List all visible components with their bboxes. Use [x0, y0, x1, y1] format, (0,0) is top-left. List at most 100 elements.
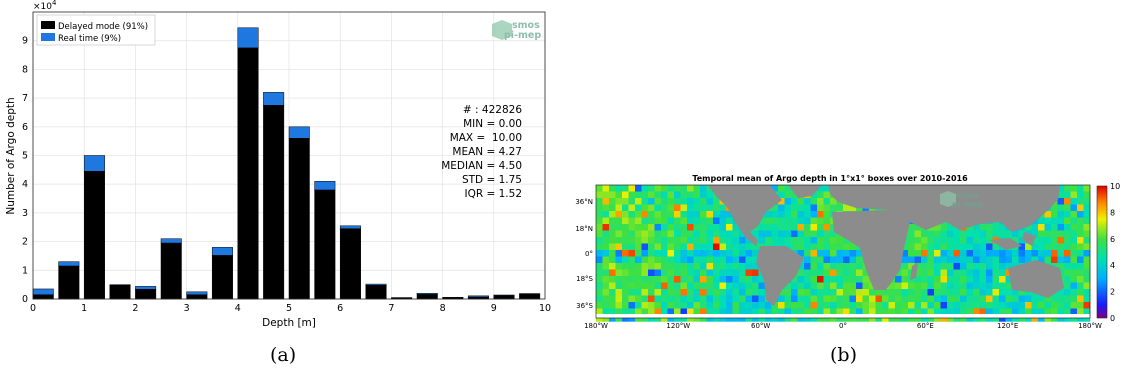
heatmap-cell: [661, 276, 668, 283]
heatmap-cell: [791, 276, 798, 283]
heatmap-cell: [765, 315, 772, 322]
heatmap-cell: [609, 302, 616, 309]
heatmap-cell: [823, 256, 831, 264]
heatmap-cell: [680, 269, 688, 277]
heatmap-cell: [1070, 217, 1078, 225]
heatmap-cell: [674, 302, 681, 309]
heatmap-cell: [1064, 224, 1071, 231]
heatmap-cell: [628, 250, 636, 257]
heatmap-cell: [908, 282, 915, 290]
heatmap-cell: [830, 204, 837, 212]
heatmap-cell: [758, 230, 766, 238]
heatmap-cell: [615, 282, 623, 290]
heatmap-cell: [791, 204, 798, 212]
heatmap-cell: [979, 224, 987, 231]
heatmap-cell: [973, 269, 980, 277]
heatmap-cell: [908, 308, 915, 316]
heatmap-cell: [713, 289, 720, 296]
heatmap-cell: [641, 276, 649, 283]
heatmap-cell: [713, 269, 720, 277]
y-tick-label: 9: [22, 36, 28, 47]
heatmap-cell: [622, 263, 629, 270]
heatmap-cell: [862, 315, 870, 322]
heatmap-cell: [940, 263, 948, 270]
heatmap-cell: [1070, 295, 1078, 303]
heatmap-cell: [784, 211, 792, 218]
heatmap-cell: [700, 315, 707, 322]
heatmap-cell: [1070, 224, 1078, 231]
heatmap-cell: [992, 282, 1000, 290]
heatmap-cell: [680, 198, 688, 205]
heatmap-cell: [843, 237, 850, 244]
bar-delayed: [314, 189, 336, 300]
heatmap-cell: [778, 185, 785, 192]
heatmap-cell: [680, 289, 688, 296]
heatmap-cell: [1057, 230, 1065, 238]
heatmap-cell: [732, 308, 740, 316]
heatmap-cell: [1064, 217, 1071, 225]
heatmap-cell: [1025, 243, 1032, 251]
heatmap-cell: [706, 295, 714, 303]
heatmap-cell: [908, 302, 915, 309]
heatmap-cell: [726, 230, 733, 238]
heatmap-cell: [635, 211, 642, 218]
heatmap-cell: [966, 276, 974, 283]
heatmap-cell: [804, 198, 811, 205]
heatmap-cell: [641, 230, 649, 238]
heatmap-cell: [940, 256, 948, 264]
heatmap-cell: [687, 243, 694, 251]
heatmap-cell: [1057, 198, 1065, 205]
heatmap-cell: [1077, 243, 1084, 251]
heatmap-cell: [953, 289, 961, 296]
heatmap-cell: [901, 256, 909, 264]
heatmap-cell: [914, 276, 922, 283]
heatmap-cell: [986, 289, 993, 296]
heatmap-cell: [726, 263, 733, 270]
heatmap-cell: [927, 282, 935, 290]
heatmap-cell: [700, 237, 707, 244]
heatmap-cell: [706, 308, 714, 316]
heatmap-cell: [830, 256, 837, 264]
heatmap-cell: [641, 217, 649, 225]
heatmap-cell: [849, 269, 857, 277]
heatmap-cell: [732, 315, 740, 322]
heatmap-cell: [791, 211, 798, 218]
heatmap-cell: [810, 198, 818, 205]
heatmap-cell: [661, 191, 668, 199]
smos-pi-mep-logo: smos pi-mep: [492, 20, 541, 41]
heatmap-cell: [628, 282, 636, 290]
heatmap-cell: [804, 269, 811, 277]
heatmap-cell: [726, 217, 733, 225]
heatmap-cell: [693, 243, 701, 251]
heatmap-cell: [966, 250, 974, 257]
heatmap-cell: [1018, 289, 1026, 296]
x-tick-label: 4: [235, 303, 241, 314]
heatmap-cell: [1038, 237, 1045, 244]
heatmap-cell: [674, 243, 681, 251]
heatmap-cell: [973, 250, 980, 257]
heatmap-cell: [830, 198, 837, 205]
land-mask: [596, 185, 1090, 318]
heatmap-cell: [635, 315, 642, 322]
heatmap-cell: [745, 276, 753, 283]
heatmap-cell: [817, 230, 824, 238]
heatmap-cell: [1044, 295, 1052, 303]
heatmap-cell: [654, 217, 662, 225]
heatmap-cell: [615, 198, 623, 205]
heatmap-cell: [927, 276, 935, 283]
y-tick-label: 2: [22, 237, 28, 248]
heatmap-cell: [986, 282, 993, 290]
heatmap-cell: [960, 289, 967, 296]
heatmap-cell: [693, 230, 701, 238]
heatmap-cell: [661, 243, 668, 251]
heatmap-cell: [979, 315, 987, 322]
heatmap-cell: [921, 308, 928, 316]
heatmap-cell: [823, 243, 831, 251]
heatmap-cell: [654, 269, 662, 277]
heatmap-cell: [635, 204, 642, 212]
heatmap-cell: [680, 308, 688, 316]
x-tick-label: 6: [337, 303, 343, 314]
heatmap-cell: [628, 185, 636, 192]
legend-swatch-delayed: [41, 21, 55, 29]
heatmap-cell: [823, 250, 831, 257]
